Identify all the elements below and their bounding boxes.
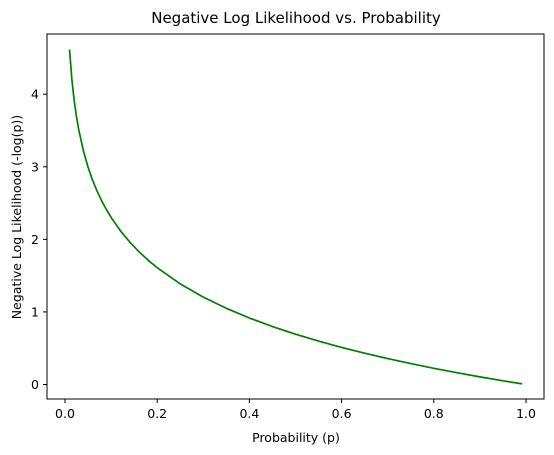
x-tick-label: 0.6 bbox=[332, 406, 352, 421]
y-tick-label: 2 bbox=[31, 232, 39, 247]
x-tick-label: 1.0 bbox=[516, 406, 536, 421]
y-tick-label: 4 bbox=[31, 87, 39, 102]
y-axis-label: Negative Log Likelihood (-log(p)) bbox=[9, 115, 24, 319]
plot-area bbox=[68, 49, 523, 385]
x-axis-label: Probability (p) bbox=[252, 430, 340, 445]
x-axis: 0.0 0.2 0.4 0.6 0.8 1.0 bbox=[55, 399, 536, 421]
x-tick-label: 0.0 bbox=[55, 406, 75, 421]
y-tick-label: 0 bbox=[31, 377, 39, 392]
chart-title: Negative Log Likelihood vs. Probability bbox=[151, 9, 441, 27]
x-tick-label: 0.8 bbox=[424, 406, 444, 421]
y-tick-label: 3 bbox=[31, 159, 39, 174]
y-axis: 0 1 2 3 4 bbox=[31, 87, 47, 392]
y-tick-label: 1 bbox=[31, 304, 39, 319]
series-line bbox=[68, 49, 523, 385]
axes-frame bbox=[46, 33, 545, 400]
x-tick-label: 0.2 bbox=[147, 406, 167, 421]
x-tick-label: 0.4 bbox=[239, 406, 259, 421]
